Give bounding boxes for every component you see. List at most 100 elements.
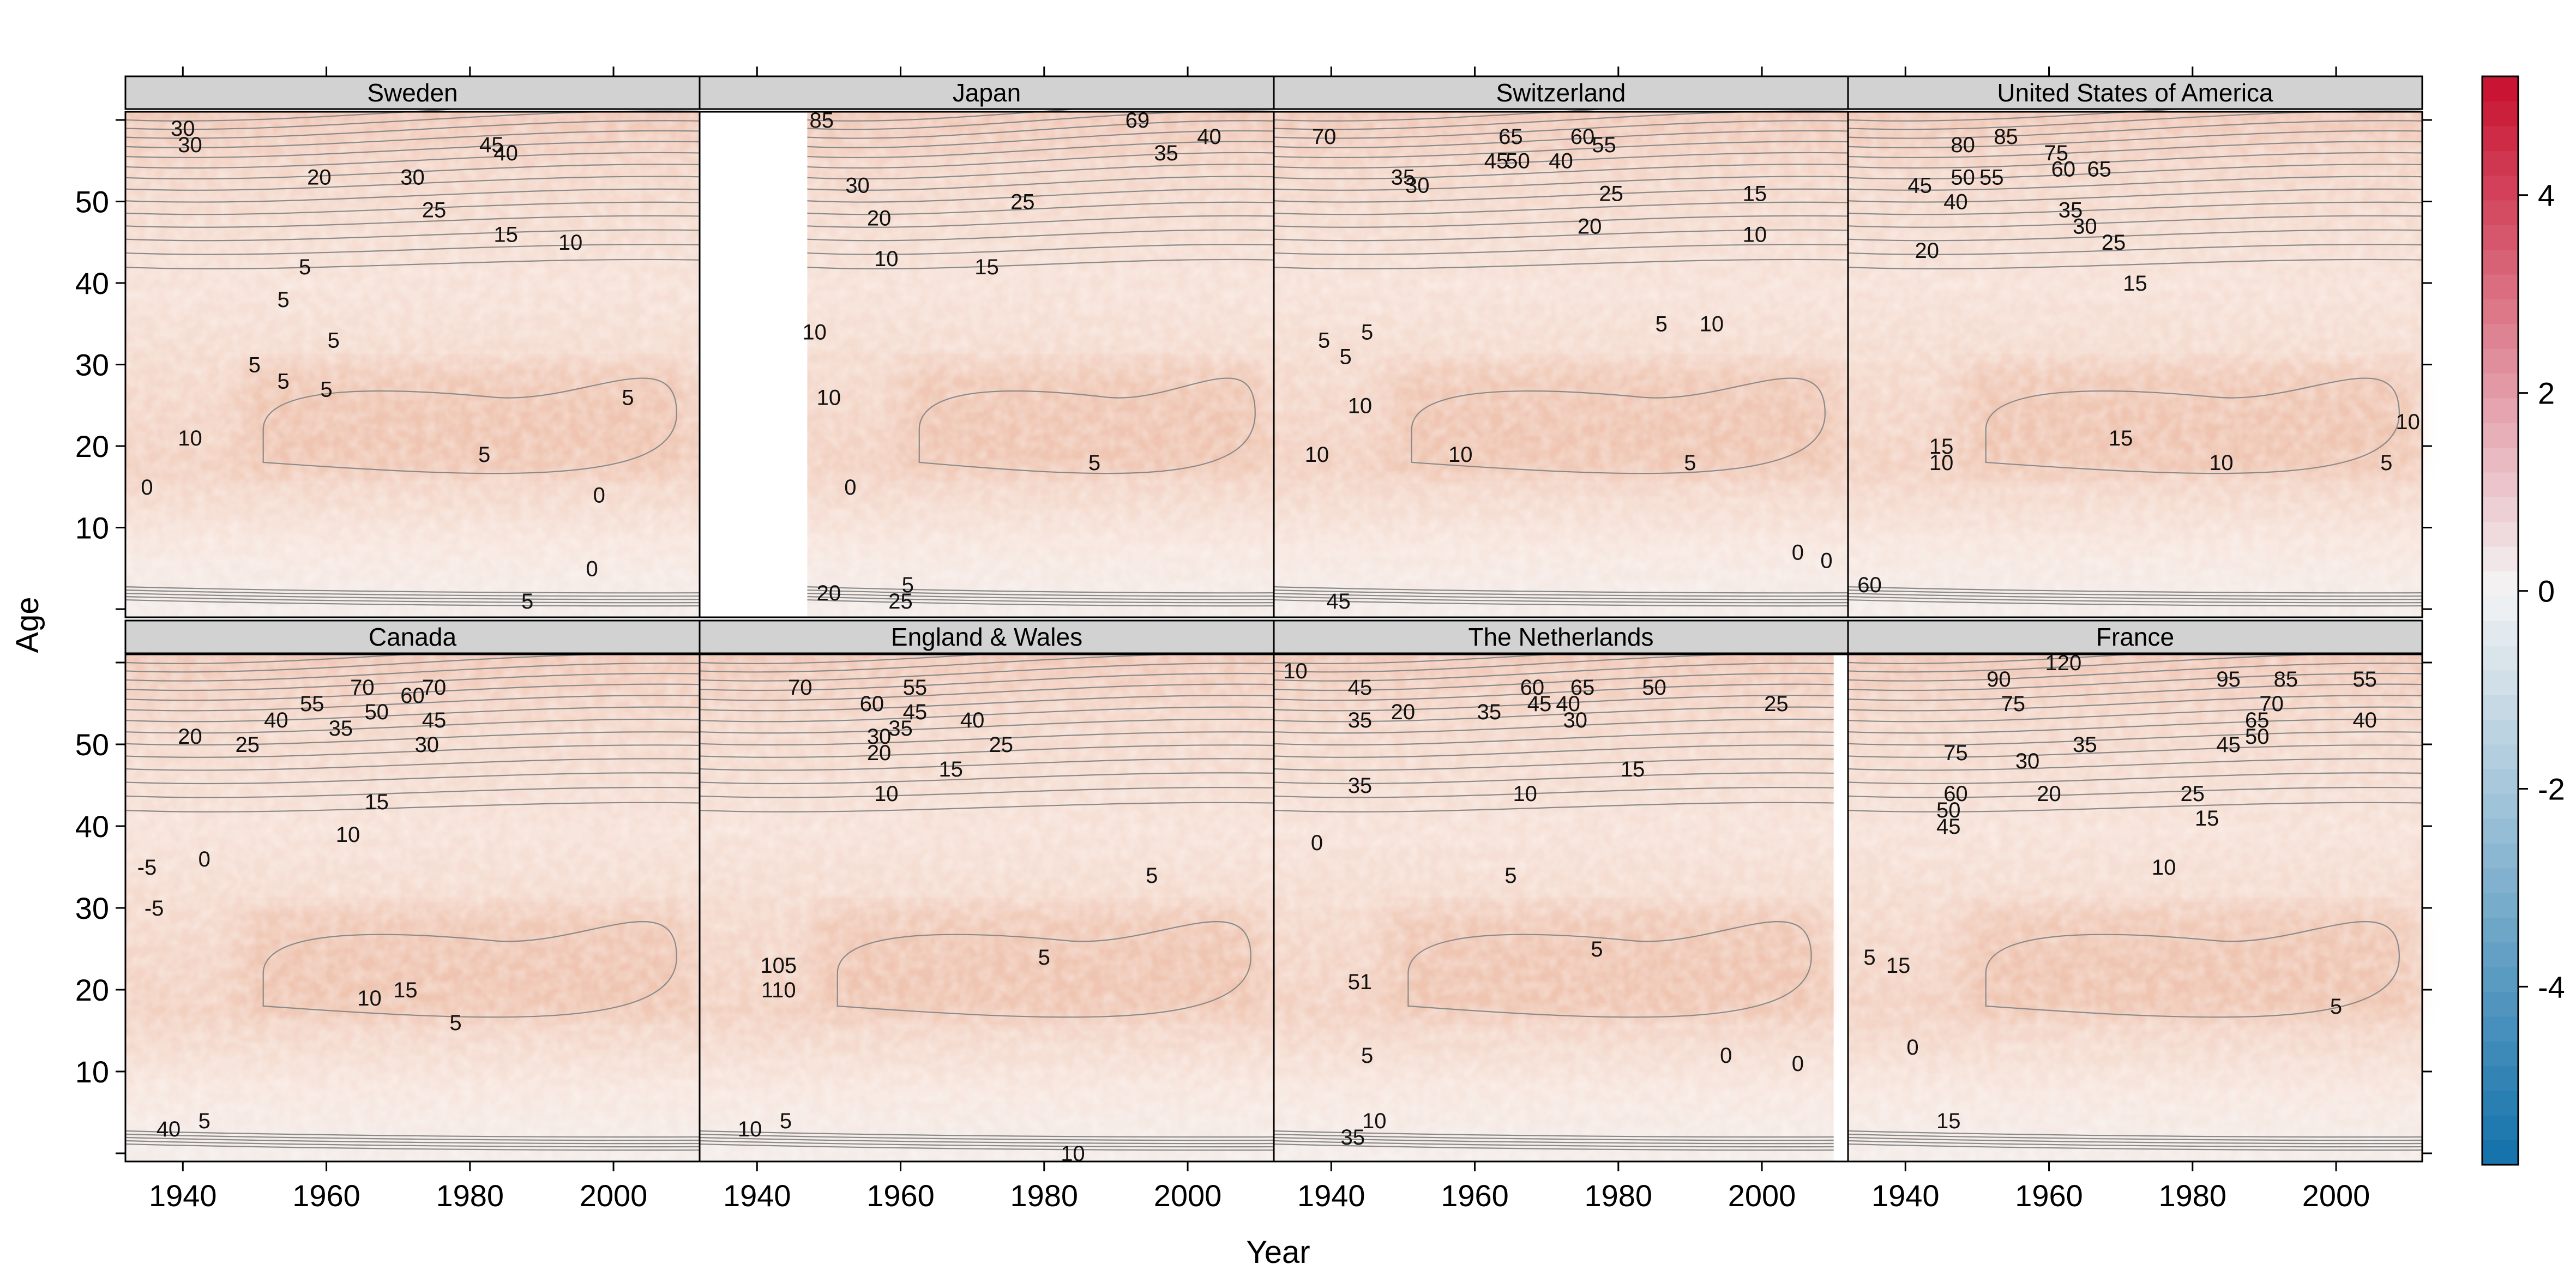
y-tick-label: 50: [75, 184, 109, 219]
contour-label: 25: [422, 198, 447, 222]
contour-label: 80: [1951, 133, 1975, 157]
x-tick-label: 1940: [723, 1178, 791, 1213]
x-axis-title: Year: [1246, 1235, 1310, 1270]
contour-label: 55: [903, 676, 928, 700]
contour-line: [1847, 593, 2423, 600]
contour-line: [807, 589, 1274, 597]
contour-line: [1847, 706, 2423, 723]
contour-line: [125, 758, 700, 771]
contour-line: [1847, 586, 2423, 594]
contour-line: [125, 772, 700, 785]
contour-line: [807, 141, 1274, 159]
contour-label: 0: [1820, 549, 1832, 573]
contour-label: 5: [320, 377, 332, 401]
colorbar-tick-label: 2: [2538, 376, 2555, 411]
contour-line: [1273, 706, 1834, 723]
contour-line: [807, 188, 1274, 203]
contour-label: 0: [593, 484, 605, 508]
contour-label: 40: [1197, 125, 1221, 149]
contour-line: [125, 1143, 700, 1151]
contour-label: 45: [1326, 589, 1351, 613]
y-tick-label: 20: [75, 973, 109, 1007]
contour-label: 5: [2330, 995, 2342, 1019]
contour-label: 30: [845, 174, 870, 198]
contour-line: [1273, 244, 1849, 255]
contour-label: 20: [1578, 214, 1602, 238]
colorbar-tick-label: 4: [2538, 178, 2555, 213]
contour-label: 5: [198, 1109, 210, 1133]
contour-label: 10: [874, 782, 899, 806]
panel-title: Switzerland: [1496, 79, 1626, 107]
contour-line: [1847, 176, 2423, 191]
contour-label: 70: [788, 676, 812, 700]
contour-line: [1273, 596, 1849, 604]
colorbar-step: [2482, 991, 2518, 1017]
contour-line: [1847, 258, 2423, 269]
contour-line: [1847, 164, 2423, 180]
colorbar-step: [2482, 917, 2518, 943]
heatmap-texture: [1848, 654, 2422, 1161]
contour-label: 5: [521, 589, 533, 613]
contour-label: 30: [171, 117, 195, 141]
contour-label: 5: [1318, 329, 1330, 353]
colorbar-step: [2482, 521, 2518, 547]
heatmap-texture: [700, 654, 1274, 1161]
contour-line: [1273, 1136, 1834, 1145]
contour-line: [807, 244, 1274, 255]
contour-line: [807, 593, 1274, 600]
contour-line: [699, 1140, 1274, 1148]
contour-label: 5: [328, 329, 340, 353]
contour-label: 60: [860, 692, 884, 716]
contour-label: 40: [493, 141, 518, 165]
contour-lines: [1273, 643, 1834, 1151]
colorbar-step: [2482, 893, 2518, 918]
contour-line: [1847, 188, 2423, 203]
contour-label: 65: [2245, 708, 2270, 732]
contour-label: 0: [1792, 1052, 1804, 1076]
panel-title: England & Wales: [891, 623, 1082, 651]
y-tick-label: 30: [75, 348, 109, 382]
colorbar-step: [2482, 546, 2518, 571]
contour-line: [125, 706, 700, 723]
contour-line: [1273, 718, 1834, 734]
contour-label: 30: [2073, 214, 2097, 238]
contour-line: [807, 586, 1274, 594]
colorbar-step: [2482, 1090, 2518, 1116]
contour-line: [1847, 695, 2423, 712]
contour-line: [125, 1140, 700, 1148]
contour-line: [1847, 1130, 2423, 1138]
x-tick-label: 2000: [580, 1178, 648, 1213]
contour-line: [1273, 176, 1849, 191]
colorbar-step: [2482, 348, 2518, 374]
panel-title: United States of America: [1997, 79, 2273, 107]
contour-label: 75: [2044, 141, 2068, 165]
contour-line: [1273, 599, 1849, 607]
contour-line: [1847, 229, 2423, 242]
colorbar-step: [2482, 769, 2518, 795]
colorbar-step: [2482, 719, 2518, 745]
x-tick-label: 1940: [1297, 1178, 1365, 1213]
contour-line: [699, 718, 1274, 734]
contour-label: 45: [479, 133, 504, 157]
heatmap-texture: [125, 654, 700, 1161]
contour-line: [1273, 586, 1849, 594]
contour-line: [1273, 1140, 1834, 1148]
contour-label: 5: [449, 1011, 461, 1035]
colorbar-step: [2482, 942, 2518, 967]
colorbar-step: [2482, 101, 2518, 127]
contour-label: 25: [888, 589, 913, 613]
contour-line: [125, 593, 700, 600]
colorbar-step: [2482, 447, 2518, 473]
contour-label: 30: [1563, 708, 1588, 732]
contour-line: [1847, 786, 2423, 798]
colorbar-step: [2482, 497, 2518, 522]
contour-label: 85: [1994, 125, 2018, 149]
contour-line: [699, 1143, 1274, 1151]
contour-line: [699, 683, 1274, 701]
contour-label: 10: [1305, 443, 1329, 467]
contour-label: 10: [1362, 1109, 1387, 1133]
contour-line: [699, 663, 1274, 682]
contour-label: 5: [1088, 451, 1100, 475]
contour-label: 55: [1979, 166, 2004, 190]
